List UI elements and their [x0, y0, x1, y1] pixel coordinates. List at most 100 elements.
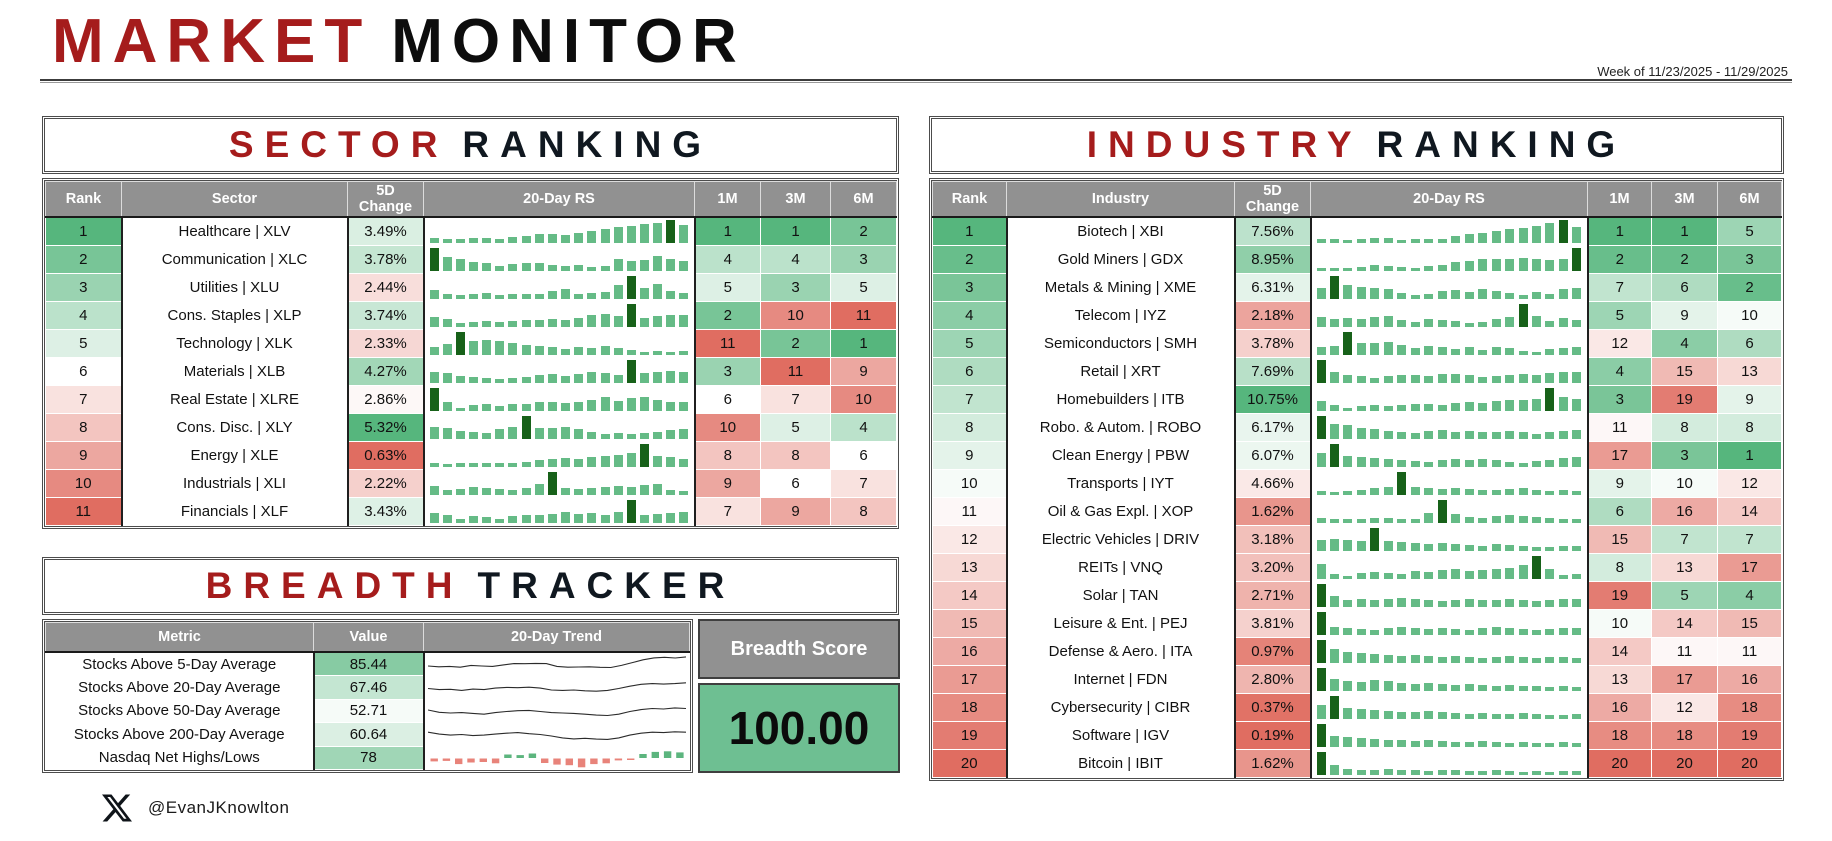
spark-bar	[534, 262, 544, 271]
spark-bar	[1558, 397, 1568, 411]
spark-bar	[1437, 347, 1447, 355]
spark-bar	[1397, 655, 1407, 663]
spark-bar	[613, 454, 623, 467]
trend-line-sparkline	[427, 681, 686, 692]
spark-bar	[1329, 239, 1339, 243]
spark-bar	[679, 402, 689, 411]
spark-bar	[495, 378, 505, 383]
spark-bar	[653, 223, 663, 243]
m1-cell: 9	[694, 469, 761, 498]
spark-bar	[429, 513, 439, 523]
spark-bar	[1558, 771, 1568, 775]
spark-bar	[1437, 543, 1447, 551]
spark-bar	[1572, 429, 1582, 439]
spark-bar	[1518, 400, 1528, 411]
spark-bar	[679, 491, 689, 495]
spark-bar	[666, 258, 676, 271]
spark-bar	[1397, 769, 1407, 775]
spark-bar	[1545, 656, 1555, 663]
rs-sparkline	[1312, 583, 1586, 609]
spark-bar	[1532, 351, 1541, 355]
m1-cell: 5	[1587, 301, 1652, 330]
spark-bar	[1451, 261, 1461, 271]
spark-bar	[1410, 239, 1420, 243]
spark-bar	[1329, 735, 1339, 747]
spark-bar	[482, 321, 492, 327]
change-cell: 2.44%	[347, 273, 425, 302]
spark-bar	[1518, 686, 1528, 691]
spark-bar	[1491, 713, 1501, 719]
rs-cell	[1310, 525, 1589, 554]
spark-bar	[521, 320, 531, 327]
table-row: 3 Metals & Mining | XME 6.31% 7 6 2	[932, 273, 1782, 302]
spark-bar	[1451, 459, 1461, 467]
spark-bar	[1437, 489, 1447, 495]
spark-bar	[574, 264, 584, 271]
m6-cell: 13	[1717, 357, 1782, 386]
spark-bar	[1424, 238, 1434, 243]
rs-cell	[1310, 301, 1589, 330]
m3-cell: 8	[1651, 413, 1718, 442]
spark-bar	[455, 489, 465, 495]
spark-bar	[1558, 288, 1568, 299]
spark-bar	[1437, 239, 1447, 243]
spark-bar	[534, 293, 544, 299]
spark-bar	[1370, 317, 1380, 327]
panel-title-secondary: RANKING	[462, 124, 713, 165]
spark-bar	[666, 430, 676, 439]
spark-bar	[1505, 258, 1515, 271]
spark-bar	[1518, 258, 1528, 271]
rs-sparkline	[1312, 331, 1586, 357]
spark-bar	[534, 483, 544, 495]
spark-bar	[1370, 287, 1380, 299]
m3-cell: 18	[1651, 721, 1718, 750]
spark-bar	[1558, 715, 1568, 719]
spark-bar	[1343, 518, 1353, 523]
spark-bar	[429, 316, 439, 327]
spark-bar	[679, 512, 689, 523]
m6-cell: 5	[1717, 216, 1782, 246]
spark-bar	[640, 396, 649, 411]
spark-bar	[495, 322, 505, 327]
spark-bar	[1532, 225, 1541, 243]
spark-bar	[653, 371, 663, 383]
spark-bar	[1383, 654, 1393, 663]
spark-bar	[1424, 656, 1434, 663]
spark-bar	[1505, 348, 1515, 355]
m6-cell: 5	[830, 273, 897, 302]
rs-cell	[423, 301, 696, 330]
spark-bar	[1424, 599, 1434, 607]
trend-cell	[423, 745, 690, 770]
table-row: 7 Homebuilders | ITB 10.75% 3 19 9	[932, 385, 1782, 414]
spark-bar	[1451, 599, 1461, 607]
industry-table-box: Rank Industry 5D Change 20-Day RS 1M 3M 6M 1 Bi…	[929, 178, 1784, 781]
spark-bar	[679, 458, 689, 467]
rs-sparkline	[1312, 723, 1586, 749]
spark-bar	[1478, 628, 1488, 635]
rs-sparkline	[425, 415, 693, 441]
rs-sparkline	[1312, 667, 1586, 693]
m3-cell: 12	[1651, 693, 1718, 722]
spark-bar	[1424, 461, 1434, 467]
spark-bar	[1572, 573, 1582, 579]
rs-cell	[1310, 553, 1589, 582]
spark-bar	[1572, 346, 1582, 355]
spark-bar	[1451, 628, 1461, 635]
m3-cell: 6	[1651, 273, 1718, 302]
spark-bar	[1491, 259, 1501, 271]
rank-cell: 4	[45, 301, 123, 330]
spark-bar	[1397, 573, 1407, 579]
spark-bar	[547, 472, 557, 495]
change-cell: 6.31%	[1234, 273, 1312, 302]
spark-bar	[1505, 229, 1515, 243]
spark-bar	[1464, 629, 1474, 635]
spark-bar	[1558, 545, 1568, 551]
table-row: 16 Defense & Aero. | ITA 0.97% 14 11 11	[932, 637, 1782, 666]
spark-bar	[600, 456, 610, 467]
spark-bar	[1316, 752, 1326, 775]
change-cell: 3.49%	[347, 216, 425, 246]
m6-cell: 8	[1717, 413, 1782, 442]
main-content: SECTOR RANKING Rank Sector 5D Change 20-Day…	[0, 116, 1832, 823]
rank-cell: 8	[932, 413, 1008, 442]
spark-bar	[1383, 628, 1393, 635]
